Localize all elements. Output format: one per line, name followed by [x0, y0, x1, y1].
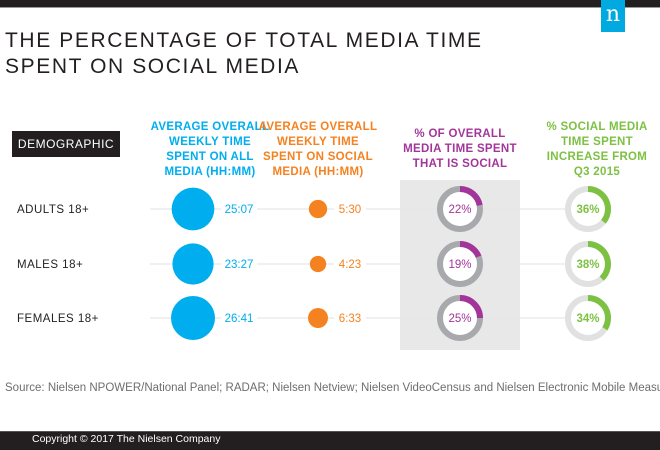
header-line: AVERAGE OVERALL — [150, 121, 270, 133]
header-all-media: AVERAGE OVERALL WEEKLY TIME SPENT ON ALL ME… — [145, 120, 275, 180]
header-line: MEDIA (HH:MM) — [272, 166, 364, 178]
title-line-1: THE PERCENTAGE OF TOTAL MEDIA TIME — [5, 29, 483, 52]
nielsen-logo: n — [601, 0, 625, 32]
header-line: % SOCIAL MEDIA — [546, 121, 648, 133]
row-label: FEMALES 18+ — [17, 313, 99, 325]
footer-bar — [0, 431, 660, 450]
value-bg — [221, 311, 257, 325]
header-line: TIME SPENT — [560, 136, 633, 148]
pct-social-value: 19% — [448, 259, 471, 271]
pct-increase-value: 38% — [576, 259, 599, 271]
pct-increase-ring-arc — [587, 241, 611, 281]
donut-bg — [437, 241, 483, 287]
row-label: MALES 18+ — [17, 259, 83, 271]
pct-increase-ring-arc — [587, 295, 611, 331]
social-media-value: 6:33 — [339, 313, 361, 325]
pct-social-value: 25% — [448, 313, 471, 325]
donut-bg — [437, 295, 483, 341]
header-pct-social: % OF OVERALL MEDIA TIME SPENT THAT IS SOCI… — [395, 127, 525, 172]
header-line: AVERAGE OVERALL — [258, 121, 378, 133]
value-bg — [221, 257, 257, 271]
header-line: MEDIA TIME SPENT — [403, 143, 517, 155]
social-media-bubble — [308, 308, 328, 328]
header-line: SPENT ON SOCIAL — [263, 151, 373, 163]
social-media-value: 4:23 — [339, 259, 361, 271]
row-label: ADULTS 18+ — [17, 204, 89, 216]
header-line: Q3 2015 — [573, 166, 621, 178]
all-media-value: 23:27 — [225, 259, 254, 271]
pct-social-ring-arc — [459, 295, 483, 319]
donut-bg — [437, 186, 483, 232]
social-media-value: 5:30 — [339, 204, 361, 216]
value-bg — [334, 311, 366, 325]
header-line: WEEKLY TIME — [277, 136, 359, 148]
all-media-value: 25:07 — [225, 204, 254, 216]
donut-bg — [565, 186, 611, 232]
value-bg — [221, 202, 257, 216]
top-bar — [0, 0, 660, 8]
header-line: SPENT ON ALL — [166, 151, 254, 163]
donut-bg — [565, 295, 611, 341]
all-media-bubble — [171, 296, 215, 340]
header-pct-increase: % SOCIAL MEDIA TIME SPENT INCREASE FROM Q3 … — [532, 120, 660, 180]
all-media-bubble — [171, 187, 215, 231]
pct-social-ring-arc — [459, 186, 483, 207]
source-note: Source: Nielsen NPOWER/National Panel; R… — [5, 382, 660, 394]
pct-increase-value: 34% — [576, 313, 599, 325]
social-media-bubble — [308, 199, 328, 219]
copyright: Copyright © 2017 The Nielsen Company — [32, 433, 221, 445]
pct-increase-value: 36% — [576, 204, 599, 216]
header-line: THAT IS SOCIAL — [412, 158, 508, 170]
donut-bg — [565, 241, 611, 287]
value-bg — [334, 257, 366, 271]
pct-social-ring-arc — [459, 241, 482, 258]
page-title: THE PERCENTAGE OF TOTAL MEDIA TIME SPENT… — [5, 28, 483, 80]
title-line-2: SPENT ON SOCIAL MEDIA — [5, 55, 300, 78]
pct-social-value: 22% — [448, 204, 471, 216]
all-media-value: 26:41 — [225, 313, 254, 325]
header-social-media: AVERAGE OVERALL WEEKLY TIME SPENT ON SOCIA… — [253, 120, 383, 180]
demographic-header: DEMOGRAPHIC — [12, 131, 120, 157]
header-line: INCREASE FROM — [546, 151, 648, 163]
header-line: WEEKLY TIME — [169, 136, 251, 148]
header-line: MEDIA (HH:MM) — [164, 166, 256, 178]
value-bg — [334, 202, 366, 216]
social-media-bubble — [309, 255, 327, 273]
pct-increase-ring-arc — [587, 186, 611, 224]
all-media-bubble — [172, 243, 214, 285]
header-line: % OF OVERALL — [414, 128, 506, 140]
